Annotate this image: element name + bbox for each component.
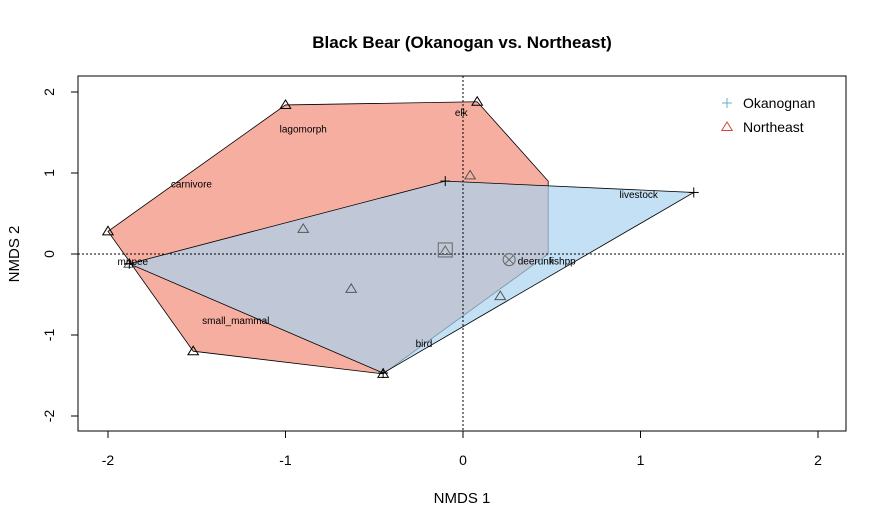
chart-title: Black Bear (Okanogan vs. Northeast) <box>312 33 611 52</box>
species-labels-layer: elk lagomorph carnivore livestock deerunkfis… <box>118 108 659 350</box>
y-axis-label: NMDS 2 <box>6 226 23 283</box>
legend-marker-northeast <box>720 121 734 131</box>
point-northeast-3 <box>463 169 477 180</box>
reference-lines <box>78 76 846 431</box>
centroids-layer <box>437 242 516 267</box>
species-label-elk: elk <box>455 108 469 119</box>
species-label-lagomorph: lagomorph <box>280 124 327 135</box>
y-axis: -2 -1 0 1 2 <box>41 88 79 423</box>
y-tick-label-1: 1 <box>41 169 57 177</box>
y-tick-label--2: -2 <box>41 410 57 423</box>
point-northeast-6 <box>494 290 507 301</box>
x-tick-label-2: 2 <box>814 452 822 468</box>
point-okanognan-1 <box>440 176 451 187</box>
y-tick-label-0: 0 <box>41 250 57 258</box>
points-layer <box>101 95 699 379</box>
y-tick-label--1: -1 <box>41 329 57 342</box>
x-axis-label: NMDS 1 <box>434 490 491 507</box>
point-northeast-4 <box>297 222 310 233</box>
legend-label-okanognan: Okanognan <box>743 95 815 111</box>
x-tick-label-0: 0 <box>459 452 467 468</box>
species-label-bird: bird <box>416 339 433 350</box>
species-label-livestock: livestock <box>620 190 659 201</box>
point-northeast-5 <box>345 282 358 293</box>
species-label-fishpp: fishpp <box>549 256 576 267</box>
point-northeast-2 <box>471 95 484 106</box>
point-okanognan-3 <box>378 368 389 379</box>
y-tick-label-2: 2 <box>41 88 57 96</box>
x-axis: -2 -1 0 1 2 <box>102 430 822 468</box>
legend-label-northeast: Northeast <box>743 119 804 135</box>
point-northeast-0 <box>101 225 115 236</box>
point-northeast-1 <box>279 99 292 109</box>
centroid-square <box>437 242 453 258</box>
point-okanognan-2 <box>688 187 699 198</box>
x-tick-label--1: -1 <box>279 452 292 468</box>
centroid-square-triangle <box>439 244 452 255</box>
point-okanognan-0 <box>124 258 135 269</box>
centroid-circle <box>502 253 516 267</box>
hulls-layer <box>107 101 696 375</box>
species-label-deerunk: deerunk <box>518 256 555 267</box>
legend: Okanognan Northeast <box>720 95 815 135</box>
x-tick-label--2: -2 <box>102 452 115 468</box>
point-northeast-7 <box>187 345 200 356</box>
x-tick-label-1: 1 <box>637 452 645 468</box>
legend-marker-okanognan <box>722 98 732 108</box>
species-label-mnpee: mnpee <box>118 257 149 268</box>
centroid-circle-x2 <box>504 255 514 265</box>
species-label-carnivore: carnivore <box>171 179 213 190</box>
species-label-small-mammal: small_mammal <box>202 316 269 327</box>
